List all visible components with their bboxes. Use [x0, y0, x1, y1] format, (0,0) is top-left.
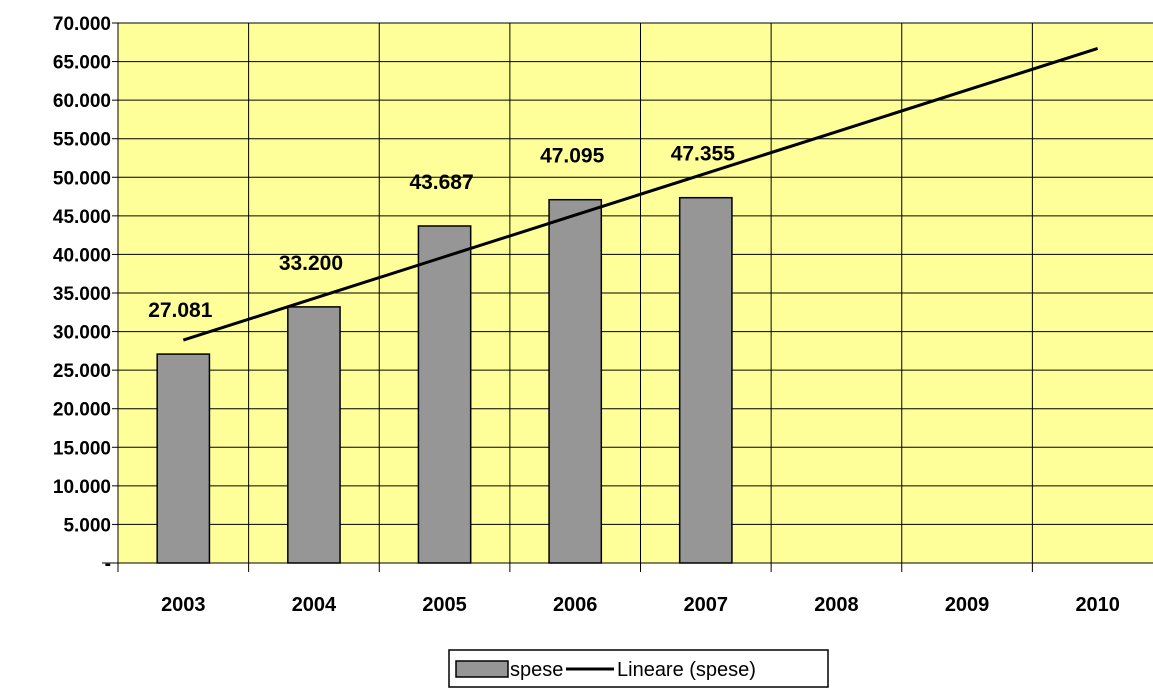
legend: spese Lineare (spese) [448, 649, 829, 688]
y-tick-label: 20.000 [53, 400, 111, 421]
data-label: 47.095 [540, 145, 605, 168]
bar-2004 [287, 306, 341, 564]
y-tick-label: 30.000 [53, 323, 111, 344]
bar-2005 [417, 225, 472, 564]
data-labels: 27.081 33.200 43.687 47.095 47.355 [148, 143, 735, 322]
y-tick-label: 10.000 [53, 477, 111, 498]
y-tick-label: 55.000 [53, 130, 111, 151]
bar-2006 [548, 198, 603, 564]
x-tick-label: 2010 [1075, 594, 1120, 616]
y-axis: - 5.000 10.000 15.000 20.000 25.000 30.000 35.0… [53, 14, 119, 575]
bar-2007 [678, 196, 733, 564]
y-tick-label: 40.000 [53, 245, 111, 266]
x-axis: 2003 2004 2005 2006 2007 2008 2009 2010 [102, 562, 1153, 616]
y-tick-label: 60.000 [53, 91, 111, 112]
data-label: 33.200 [279, 252, 343, 275]
legend-label-bar: spese [510, 659, 563, 681]
x-tick-label: 2006 [553, 594, 598, 616]
trendline [182, 47, 1099, 342]
y-tick-label: 45.000 [53, 207, 111, 228]
y-tick-label: 15.000 [53, 438, 111, 459]
x-tick-label: 2003 [161, 594, 206, 616]
y-tick-label: 50.000 [53, 168, 111, 189]
x-tick-label: 2008 [814, 594, 859, 616]
data-label: 47.355 [671, 143, 736, 166]
trendline-series [182, 47, 1099, 342]
x-tick-label: 2007 [684, 594, 729, 616]
x-tick-label: 2005 [422, 594, 467, 616]
y-tick-label: - [105, 554, 111, 575]
y-tick-label: 70.000 [53, 14, 111, 35]
x-tick-label: 2009 [945, 594, 990, 616]
y-tick-label: 25.000 [53, 361, 111, 382]
data-label: 27.081 [148, 299, 213, 322]
data-label: 43.687 [409, 171, 473, 194]
legend-label-line: Lineare (spese) [617, 659, 756, 681]
y-tick-label: 5.000 [63, 515, 111, 536]
legend-swatch-bar [455, 660, 509, 678]
x-tick-label: 2004 [292, 594, 337, 616]
legend-box [448, 649, 829, 688]
y-tick-label: 65.000 [53, 53, 111, 74]
y-tick-label: 35.000 [53, 284, 111, 305]
bar-2003 [156, 353, 211, 564]
